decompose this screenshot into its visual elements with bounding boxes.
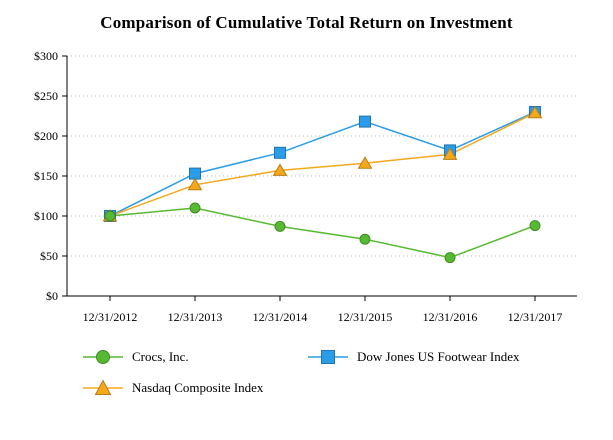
y-tick-label: $50 [40, 249, 58, 263]
y-tick-label: $100 [34, 209, 58, 223]
legend-label: Nasdaq Composite Index [132, 380, 264, 395]
data-point-square [189, 167, 201, 180]
legend-label: Dow Jones US Footwear Index [357, 349, 520, 364]
series-line-0 [109, 207, 536, 259]
legend-square-marker-icon [308, 350, 348, 364]
data-point-circle [189, 202, 201, 214]
legend-row: Nasdaq Composite Index [83, 379, 613, 397]
data-point-circle [444, 252, 456, 264]
data-point-circle [274, 220, 286, 232]
legend-row: Crocs, Inc. Dow Jones US Footwear Index [83, 348, 613, 366]
y-tick-label: $150 [34, 169, 58, 183]
y-tick-label: $200 [34, 129, 58, 143]
legend-item-2: Nasdaq Composite Index [83, 379, 308, 397]
data-point-square [359, 115, 371, 128]
data-point-circle [104, 210, 116, 222]
y-tick-label: $250 [34, 89, 58, 103]
data-point-triangle [357, 156, 373, 169]
series-line-1 [109, 111, 536, 217]
x-tick-label: 12/31/2015 [338, 310, 393, 324]
data-point-square [274, 146, 286, 159]
legend-item-1: Dow Jones US Footwear Index [308, 348, 519, 366]
series-line-2 [109, 112, 536, 217]
data-point-triangle [442, 147, 458, 160]
x-tick-label: 12/31/2016 [423, 310, 478, 324]
legend-circle-marker-icon [83, 350, 123, 364]
chart-legend: Crocs, Inc. Dow Jones US Footwear Index Na… [0, 348, 613, 397]
x-tick-label: 12/31/2017 [508, 310, 563, 324]
data-point-circle [529, 220, 541, 232]
line-chart: $0 $50 $100 $150 $200 $250 $300 12/31/2012 12/31… [34, 49, 577, 324]
x-tick-label: 12/31/2012 [83, 310, 138, 324]
x-tick-label: 12/31/2013 [168, 310, 223, 324]
legend-item-0: Crocs, Inc. [83, 348, 308, 366]
chart-title: Comparison of Cumulative Total Return on… [100, 13, 513, 32]
data-point-triangle [187, 177, 203, 191]
data-point-triangle [527, 105, 543, 119]
y-tick-label: $300 [34, 49, 58, 63]
x-tick-label: 12/31/2014 [253, 310, 308, 324]
data-point-circle [359, 233, 371, 245]
data-point-triangle [272, 163, 288, 176]
legend-label: Crocs, Inc. [132, 349, 189, 364]
legend-triangle-marker-icon [83, 379, 123, 395]
y-tick-label: $0 [46, 289, 58, 303]
